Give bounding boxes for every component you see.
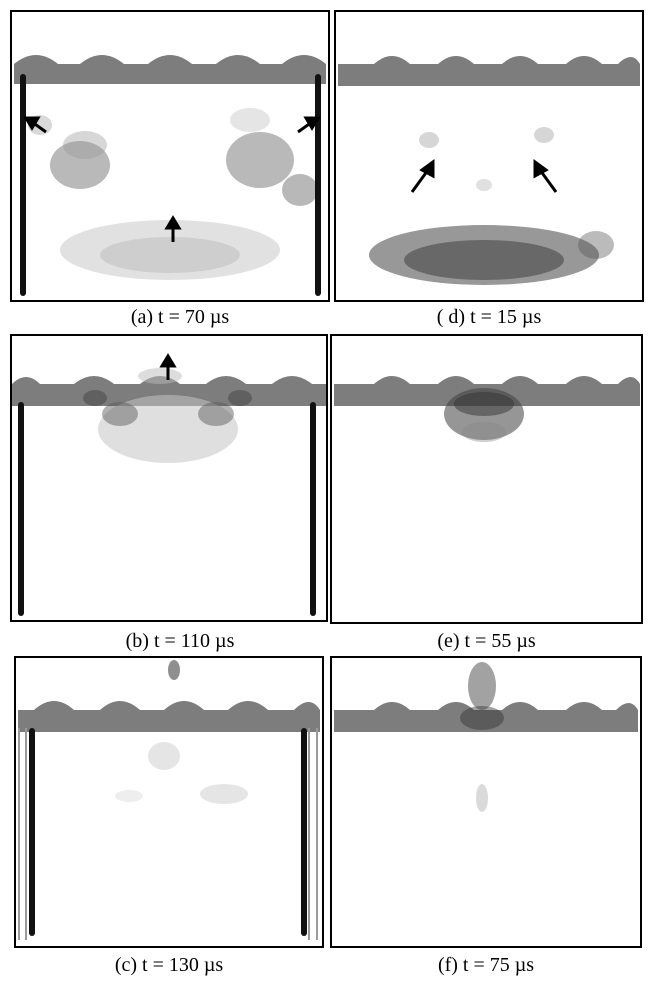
panel-e: (e) t = 55 µs [330,334,643,652]
side-walls [18,402,316,616]
panel-f: (f) t = 75 µs [330,656,642,976]
grooved-plate [334,702,638,732]
panel-caption: (a) t = 70 µs [130,306,230,328]
direction-arrows [159,353,177,380]
panel-b: (b) t = 110 µs [10,334,328,652]
wave-field [444,388,524,442]
wave-field [28,108,318,280]
panel-e-plot [330,334,643,624]
panel-a-plot [10,10,330,302]
wave-field [115,660,248,804]
panel-c: (c) t = 130 µs [14,656,324,976]
direction-arrows [23,116,321,242]
panel-caption: (e) t = 55 µs [437,630,536,652]
panel-f-plot [330,656,642,948]
panel-caption: ( d) t = 15 µs [436,306,542,328]
grooved-plate [14,55,326,84]
wave-field [369,127,614,285]
panel-caption: (b) t = 110 µs [125,630,235,652]
grooved-plate [338,56,640,86]
panel-b-plot [10,334,328,622]
panel-a: (a) t = 70 µs [10,10,330,328]
panel-d-plot [334,10,644,302]
panel-d: ( d) t = 15 µs [334,10,644,328]
direction-arrows [410,159,558,193]
panel-caption: (c) t = 130 µs [114,954,224,976]
panel-caption: (f) t = 75 µs [437,954,535,976]
wave-field [83,368,252,463]
panel-c-plot [14,656,324,948]
wave-field [460,662,504,812]
side-walls [20,74,321,296]
side-walls [18,728,318,940]
grooved-plate [18,701,320,732]
